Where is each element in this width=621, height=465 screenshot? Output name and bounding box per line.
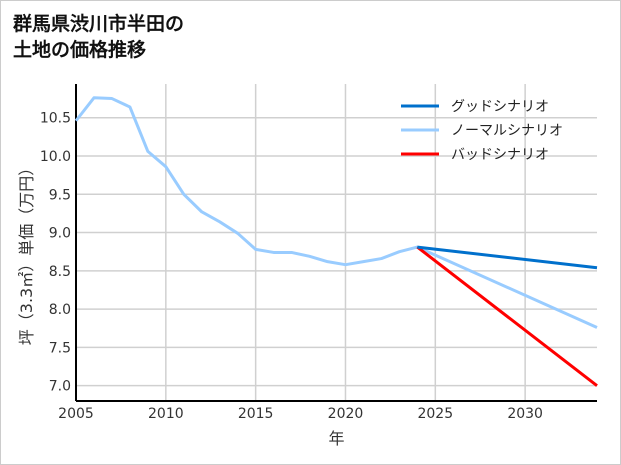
y-tick-label: 7.0 — [49, 379, 71, 395]
y-tick-label: 7.5 — [49, 340, 71, 356]
x-tick-label: 2015 — [238, 406, 274, 422]
x-tick-label: 2030 — [507, 406, 543, 422]
series-line-1 — [74, 96, 598, 329]
series-line-0 — [417, 245, 598, 270]
y-tick-label: 10.5 — [40, 111, 71, 127]
y-tick-label: 9.5 — [49, 187, 71, 203]
y-tick-label: 8.5 — [49, 264, 71, 280]
y-tick-label: 8.0 — [49, 302, 71, 318]
legend-label: グッドシナリオ — [451, 99, 549, 115]
y-tick-label: 9.0 — [49, 226, 71, 242]
x-axis-label: 年 — [328, 429, 344, 448]
chart-title-line-2: 土地の価格推移 — [13, 39, 147, 61]
x-tick-label: 2025 — [417, 406, 453, 422]
y-tick-label: 10.0 — [40, 149, 71, 165]
x-tick-label: 2010 — [148, 406, 184, 422]
legend-label: ノーマルシナリオ — [451, 123, 563, 139]
y-axis-label: 坪（3.3㎡）単価（万円） — [17, 160, 36, 345]
x-tick-label: 2020 — [328, 406, 364, 422]
chart-title-line-1: 群馬県渋川市半田の — [13, 13, 185, 35]
x-tick-label: 2005 — [58, 406, 94, 422]
series-line-2 — [416, 245, 598, 387]
legend-label: バッドシナリオ — [451, 147, 549, 163]
